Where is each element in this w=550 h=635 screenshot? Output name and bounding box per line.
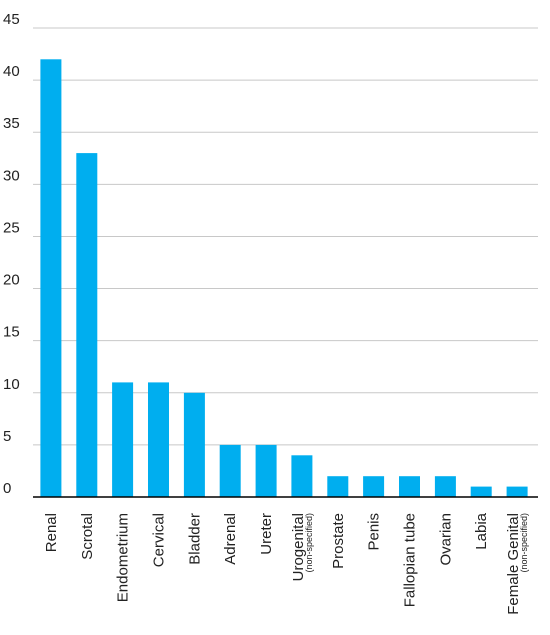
- x-category-label: Renal: [43, 513, 60, 552]
- y-tick-label: 25: [3, 219, 20, 236]
- x-category-label: Fallopian tube: [402, 513, 419, 607]
- y-tick-label: 5: [3, 428, 11, 445]
- y-tick-label: 35: [3, 115, 20, 132]
- y-tick-label: 10: [3, 376, 20, 393]
- bar-urogenital: [291, 455, 313, 497]
- bar-scrotal: [76, 153, 98, 497]
- bar-endometrium: [112, 382, 134, 497]
- x-category-label: Urogenital: [290, 513, 307, 581]
- bar-bladder: [183, 392, 205, 497]
- bar-adrenal: [219, 444, 241, 497]
- y-tick-label: 45: [3, 11, 20, 28]
- y-tick-label: 40: [3, 63, 20, 80]
- x-category-label: Bladder: [186, 513, 203, 565]
- y-tick-label: 0: [3, 480, 11, 497]
- x-axis-category-labels: Renal Scrotal Endometrium Cervical Bladder Ad…: [43, 512, 529, 614]
- x-category-sublabel: (non-specified): [304, 513, 314, 573]
- y-tick-label: 30: [3, 167, 20, 184]
- gridlines: [33, 27, 538, 446]
- y-tick-label: 15: [3, 324, 20, 341]
- x-category-label: Scrotal: [79, 513, 96, 560]
- bar-penis: [363, 476, 385, 497]
- x-category-label: Ureter: [258, 513, 275, 555]
- y-axis-tick-labels: 0 5 10 15 20 25 30 35 40 45: [3, 11, 20, 497]
- bar-labia: [470, 486, 492, 497]
- bar-ureter: [255, 444, 277, 497]
- x-category-label: Ovarian: [437, 513, 454, 566]
- x-category-label: Labia: [473, 512, 490, 549]
- bar-renal: [40, 59, 62, 498]
- bar-ovarian: [434, 476, 456, 497]
- bar-fallopian-tube: [399, 476, 420, 497]
- bars: [40, 59, 528, 498]
- y-tick-label: 20: [3, 272, 20, 289]
- x-category-label: Cervical: [151, 513, 168, 567]
- x-category-label: Prostate: [330, 513, 347, 569]
- x-category-label: Penis: [366, 513, 383, 551]
- x-category-sublabel: (non-specified): [519, 513, 529, 573]
- bar-cervical: [148, 382, 169, 497]
- x-category-label: Adrenal: [222, 513, 239, 565]
- bar-female-genital: [506, 486, 528, 497]
- x-category-label: Endometrium: [115, 513, 132, 602]
- x-category-label: Female Genital: [505, 513, 522, 615]
- bar-prostate: [327, 476, 349, 497]
